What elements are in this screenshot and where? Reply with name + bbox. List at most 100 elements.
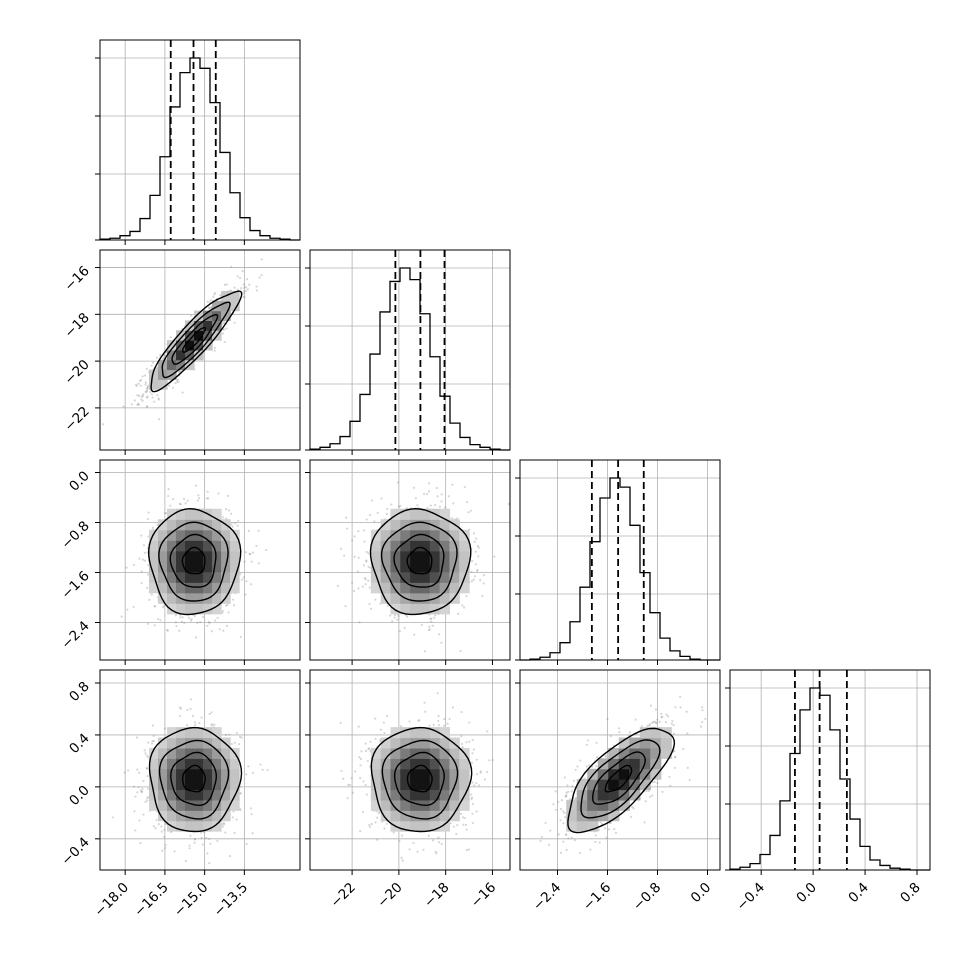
scatter-panel-3-1: −22 −20 −18 −16 xyxy=(305,669,511,911)
panel-frame xyxy=(519,459,721,661)
scatter-point xyxy=(231,816,234,819)
density-cell xyxy=(221,540,231,552)
density-cell xyxy=(176,508,186,520)
panel-frame xyxy=(99,669,301,871)
scatter-point xyxy=(393,613,397,617)
scatter-point xyxy=(186,708,189,712)
scatter-point xyxy=(245,278,249,281)
density-cell xyxy=(149,529,159,541)
scatter-point xyxy=(362,529,365,532)
density-cell xyxy=(176,571,186,583)
scatter-point xyxy=(479,579,482,582)
scatter-point xyxy=(153,605,156,608)
density-cell xyxy=(390,603,401,615)
density-cell xyxy=(370,561,382,573)
density-cell xyxy=(149,540,159,552)
scatter-point xyxy=(166,629,169,632)
scatter-point xyxy=(152,740,155,743)
contour-level-1 xyxy=(171,313,219,365)
scatter-point xyxy=(436,495,439,498)
density-cell xyxy=(158,540,168,552)
scatter-point xyxy=(157,397,160,400)
scatter-point xyxy=(231,525,234,528)
density-cell xyxy=(185,540,195,552)
scatter-point xyxy=(141,375,144,378)
scatter-point xyxy=(138,771,141,774)
density-cell xyxy=(380,582,392,594)
density-cell xyxy=(212,582,222,594)
y-tick-label: −20 xyxy=(61,357,92,388)
scatter-point xyxy=(181,616,184,619)
density-cell xyxy=(221,310,231,322)
scatter-point xyxy=(133,399,136,402)
scatter-point xyxy=(440,493,443,496)
density-cell xyxy=(185,592,195,604)
scatter-point xyxy=(365,518,368,521)
scatter-point xyxy=(477,546,480,549)
density-cell xyxy=(203,789,213,801)
scatter-point xyxy=(367,579,370,582)
scatter-point xyxy=(167,488,170,491)
scatter-point xyxy=(177,380,180,383)
density-cell xyxy=(176,758,186,770)
scatter-point xyxy=(346,527,349,530)
scatter-point xyxy=(146,395,149,398)
scatter-point xyxy=(351,539,354,542)
scatter-point xyxy=(157,398,160,401)
density-cell xyxy=(203,571,213,583)
density-cell xyxy=(449,550,460,562)
density-cell xyxy=(449,571,460,583)
scatter-point xyxy=(479,771,482,774)
scatter-point xyxy=(242,283,245,286)
scatter-point xyxy=(242,292,246,295)
scatter-point xyxy=(198,497,201,500)
density-cell xyxy=(429,561,441,573)
density-cell xyxy=(185,550,195,562)
scatter-point xyxy=(446,722,449,725)
density-cell xyxy=(212,540,222,552)
scatter-point xyxy=(158,418,161,421)
density-cell xyxy=(194,727,204,739)
density-cell xyxy=(167,508,177,520)
scatter-point xyxy=(413,633,416,636)
density-cell xyxy=(390,508,401,520)
scatter-point xyxy=(163,604,166,607)
scatter-point xyxy=(179,707,183,710)
contour-level-1 xyxy=(169,533,217,588)
scatter-point xyxy=(224,507,228,511)
scatter-point xyxy=(141,399,144,402)
density-cell xyxy=(459,529,470,541)
scatter-point xyxy=(136,403,139,407)
scatter-point xyxy=(369,607,373,610)
scatter-point xyxy=(188,844,191,847)
density-cell xyxy=(439,603,451,615)
y-tick-label: 0.0 xyxy=(66,782,93,809)
scatter-point xyxy=(145,389,149,392)
density-cell xyxy=(230,582,240,594)
scatter-point xyxy=(242,576,245,579)
density-cell xyxy=(203,310,213,322)
scatter-point xyxy=(200,836,203,839)
contour-level-0 xyxy=(182,764,206,793)
scatter-point xyxy=(244,593,247,596)
density-cell xyxy=(167,747,177,759)
scatter-point xyxy=(132,605,135,608)
density-cell xyxy=(203,519,213,531)
scatter-point xyxy=(243,296,246,299)
scatter-point xyxy=(251,832,254,835)
scatter-point xyxy=(232,810,235,813)
scatter-point xyxy=(228,733,231,736)
scatter-point xyxy=(357,529,360,533)
scatter-point xyxy=(147,384,150,387)
scatter-point xyxy=(233,321,236,324)
scatter-point xyxy=(248,283,251,286)
scatter-panel-1-0: −22−20−18−16 xyxy=(61,249,301,455)
density-cell xyxy=(449,540,460,552)
scatter-point xyxy=(427,482,431,485)
y-tick-label: −0.4 xyxy=(58,834,92,868)
density-cell xyxy=(194,747,204,759)
scatter-point xyxy=(461,604,464,607)
density-cell xyxy=(390,582,401,594)
scatter-point xyxy=(257,529,260,532)
